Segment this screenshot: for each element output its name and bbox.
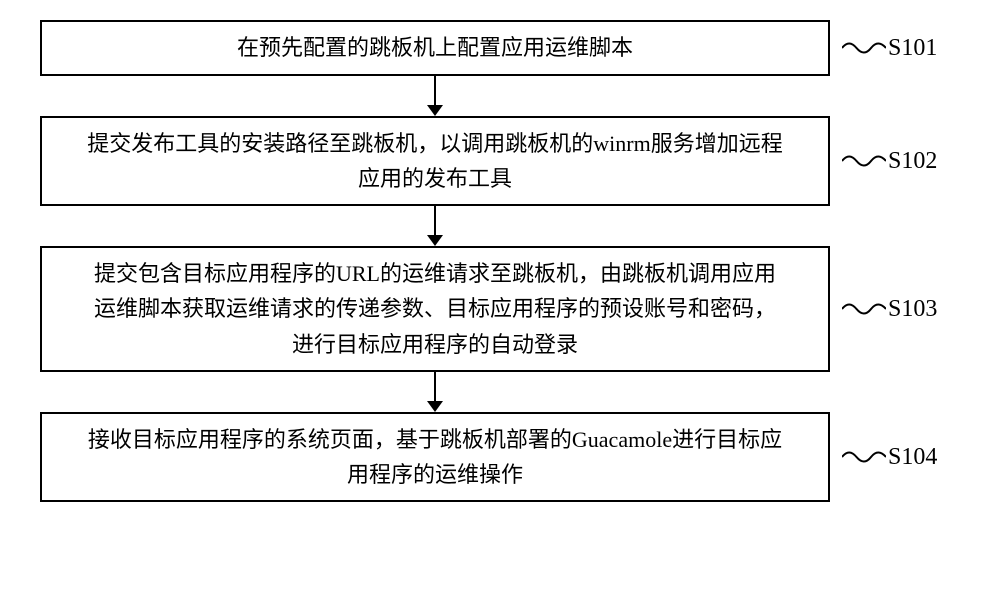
step-text-s104: 接收目标应用程序的系统页面，基于跳板机部署的Guacamole进行目标应 用程序… — [88, 422, 782, 492]
step-label-wrap-s102: S102 — [842, 148, 937, 175]
step-label-s102: S102 — [888, 148, 937, 175]
step-box-s104: 接收目标应用程序的系统页面，基于跳板机部署的Guacamole进行目标应 用程序… — [40, 412, 830, 502]
wavy-connector — [842, 447, 886, 467]
arrow-s102 — [40, 206, 830, 246]
step-box-s103: 提交包含目标应用程序的URL的运维请求至跳板机，由跳板机调用应用 运维脚本获取运… — [40, 246, 830, 372]
step-row-s102: 提交发布工具的安装路径至跳板机，以调用跳板机的winrm服务增加远程 应用的发布… — [40, 116, 960, 206]
arrow-s103 — [40, 372, 830, 412]
step-text-s102: 提交发布工具的安装路径至跳板机，以调用跳板机的winrm服务增加远程 应用的发布… — [87, 126, 782, 196]
arrow-s101 — [40, 76, 830, 116]
step-label-wrap-s104: S104 — [842, 444, 937, 471]
step-label-s103: S103 — [888, 296, 937, 323]
wavy-connector — [842, 151, 886, 171]
step-row-s103: 提交包含目标应用程序的URL的运维请求至跳板机，由跳板机调用应用 运维脚本获取运… — [40, 246, 960, 372]
step-label-s104: S104 — [888, 444, 937, 471]
step-box-s102: 提交发布工具的安装路径至跳板机，以调用跳板机的winrm服务增加远程 应用的发布… — [40, 116, 830, 206]
step-label-wrap-s103: S103 — [842, 296, 937, 323]
step-row-s101: 在预先配置的跳板机上配置应用运维脚本 S101 — [40, 20, 960, 76]
step-text-s101: 在预先配置的跳板机上配置应用运维脚本 — [237, 30, 633, 65]
step-row-s104: 接收目标应用程序的系统页面，基于跳板机部署的Guacamole进行目标应 用程序… — [40, 412, 960, 502]
step-label-wrap-s101: S101 — [842, 35, 937, 62]
step-text-s103: 提交包含目标应用程序的URL的运维请求至跳板机，由跳板机调用应用 运维脚本获取运… — [94, 256, 776, 362]
step-box-s101: 在预先配置的跳板机上配置应用运维脚本 — [40, 20, 830, 76]
flowchart-container: 在预先配置的跳板机上配置应用运维脚本 S101 提交发布工具的安装路径至跳板机，以调… — [40, 20, 960, 502]
wavy-connector — [842, 38, 886, 58]
wavy-connector — [842, 299, 886, 319]
step-label-s101: S101 — [888, 35, 937, 62]
